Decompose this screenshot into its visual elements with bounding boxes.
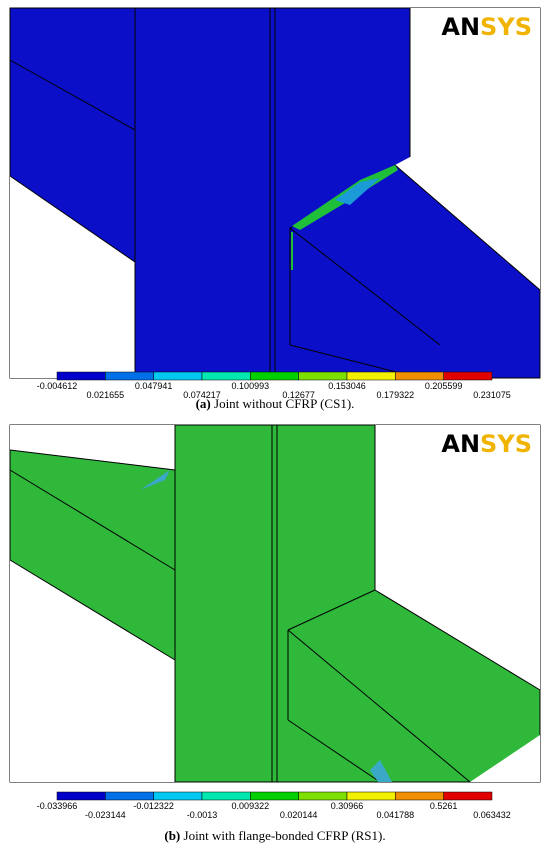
background — [10, 560, 175, 782]
colorbar-label: 0.179322 — [377, 390, 415, 400]
colorbar-label: 0.047941 — [135, 381, 173, 391]
colorbar-segment — [153, 791, 203, 801]
colorbar-segment — [105, 371, 154, 381]
colorbar-label: 0.063432 — [473, 810, 511, 820]
colorbar-label: -0.004612 — [37, 381, 78, 391]
colorbar-segment — [346, 371, 396, 381]
colorbar-segment — [298, 371, 348, 381]
logo-dark: AN — [441, 13, 480, 41]
colorbar-segment — [250, 371, 299, 381]
background — [10, 425, 175, 470]
background — [375, 425, 540, 690]
colorbar-segment — [56, 371, 106, 381]
logo: ANSYS — [441, 13, 532, 41]
logo: ANSYS — [441, 430, 532, 458]
caption: (a) Joint without CFRP (CS1). — [196, 396, 355, 411]
colorbar-label: -0.0013 — [187, 810, 218, 820]
colorbar-label: 0.100993 — [232, 381, 270, 391]
colorbar-label: -0.033966 — [37, 801, 78, 811]
logo-accent: SYS — [480, 13, 532, 41]
colorbar-label: 0.231075 — [473, 390, 511, 400]
colorbar-segment — [395, 371, 444, 381]
colorbar-segment — [346, 791, 396, 801]
colorbar-label: 0.12677 — [282, 390, 315, 400]
colorbar-label: 0.041788 — [377, 810, 415, 820]
stress-zone — [370, 760, 392, 782]
logo-accent: SYS — [480, 430, 532, 458]
colorbar: -0.033966 -0.023144 -0.012322 -0.0013 0.0093… — [37, 791, 511, 820]
colorbar-label: 0.021655 — [87, 390, 125, 400]
colorbar-segment — [250, 791, 299, 801]
colorbar-label: 0.009322 — [232, 801, 270, 811]
colorbar-label: 0.153046 — [328, 381, 366, 391]
colorbar-label: 0.074217 — [183, 390, 221, 400]
colorbar-label: 0.30966 — [331, 801, 364, 811]
colorbar-segment — [105, 791, 154, 801]
background — [470, 735, 540, 782]
colorbar-segment — [443, 371, 493, 381]
colorbar-segment — [153, 371, 203, 381]
colorbar-label: -0.012322 — [133, 801, 174, 811]
caption-text: Joint without CFRP (CS1). — [214, 396, 354, 411]
colorbar-label: 0.020144 — [280, 810, 318, 820]
colorbar-label: 0.205599 — [425, 381, 463, 391]
caption-text: Joint with flange-bonded CFRP (RS1). — [184, 828, 386, 843]
colorbar-label: 0.5261 — [430, 801, 458, 811]
colorbar-label: -0.023144 — [85, 810, 126, 820]
stress-zone — [335, 178, 380, 205]
colorbar-segment — [56, 791, 106, 801]
background — [395, 8, 540, 290]
panel-b: ANSYS -0.033966 -0.023144 -0.012322 -0.0013… — [9, 424, 541, 843]
caption-label: (a) — [196, 396, 211, 411]
logo-dark: AN — [441, 430, 480, 458]
background — [10, 176, 135, 378]
colorbar-segment — [201, 791, 251, 801]
edges — [9, 425, 541, 783]
caption-label: (b) — [164, 828, 180, 843]
panel-a: ANSYS -0.004612 0.021655 0.047941 0.074217 0… — [9, 7, 541, 411]
colorbar: -0.004612 0.021655 0.047941 0.074217 0.10099… — [37, 371, 511, 400]
colorbar-segment — [443, 791, 493, 801]
colorbar-segment — [395, 791, 444, 801]
colorbar-segment — [201, 371, 251, 381]
colorbar-segment — [298, 791, 348, 801]
caption: (b) Joint with flange-bonded CFRP (RS1). — [164, 828, 385, 843]
stress-zone — [140, 470, 170, 490]
